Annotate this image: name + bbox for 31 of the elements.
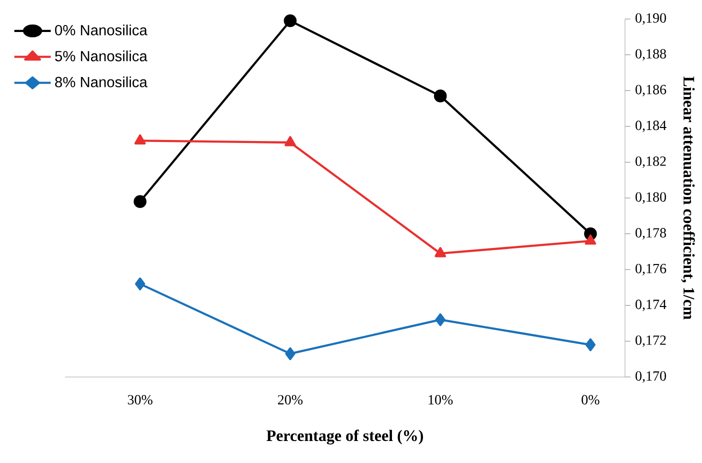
y-tick-label: 0,180: [636, 192, 666, 204]
point: [584, 234, 596, 245]
y-tick-label: 0,182: [636, 156, 666, 168]
x-tick-label: 0%: [582, 395, 600, 405]
y-tick-label: 0,178: [636, 228, 666, 240]
y-tick-label: 0,190: [636, 13, 666, 25]
point: [434, 247, 446, 258]
y-axis-title: Linear attenuation coefficient, 1/cm: [681, 76, 695, 320]
point: [435, 313, 446, 326]
x-tick-label: 10%: [428, 395, 453, 405]
legend-label: 8% Nanosilica: [55, 76, 148, 88]
point: [284, 136, 296, 146]
x-tick-label: 20%: [278, 395, 303, 405]
y-tick-label: 0,184: [636, 120, 666, 132]
point: [134, 195, 146, 208]
y-tick-label: 0,188: [636, 49, 666, 61]
legend-label: 0% Nanosilica: [55, 24, 148, 36]
x-tick-label: 30%: [128, 395, 152, 405]
x-axis-title: Percentage of steel (%): [266, 430, 423, 444]
point: [135, 278, 146, 290]
y-tick-label: 0,186: [636, 84, 666, 96]
point: [434, 90, 447, 102]
y-tick-label: 0,170: [636, 371, 666, 383]
y-tick-label: 0,174: [636, 300, 666, 312]
point: [285, 347, 296, 360]
point: [134, 134, 146, 144]
y-tick-label: 0,172: [636, 335, 666, 347]
point: [284, 14, 297, 28]
legend-label: 5% Nanosilica: [55, 50, 148, 62]
point: [585, 338, 596, 352]
y-tick-label: 0,176: [636, 264, 666, 276]
